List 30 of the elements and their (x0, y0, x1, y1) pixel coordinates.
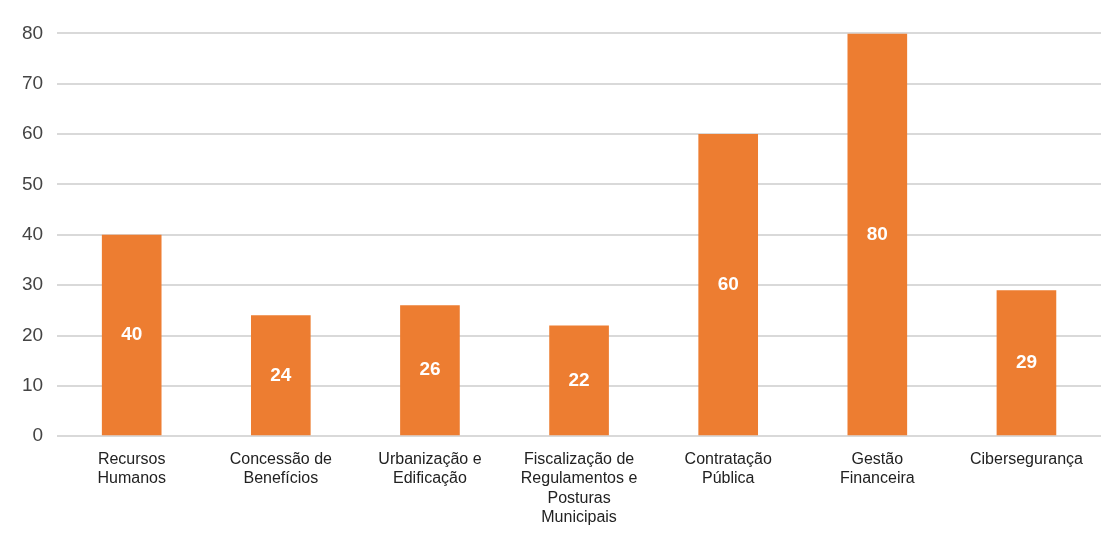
x-tick-label: Fiscalização de Regulamentos e Posturas Municipais (520, 450, 638, 525)
x-tick-label: Cibersegurança (969, 450, 1084, 468)
data-label: 60 (717, 272, 739, 294)
data-label: 80 (866, 222, 888, 244)
y-tick-label: 0 (32, 424, 44, 446)
data-label: 40 (121, 323, 143, 345)
y-tick-label: 80 (21, 21, 44, 43)
x-tick-label: Gestão Financeira (839, 450, 915, 487)
y-tick-label: 70 (21, 71, 44, 93)
bar (251, 315, 311, 436)
x-tick-label: Contratação Pública (684, 450, 772, 487)
data-label: 29 (1015, 350, 1038, 372)
bar (996, 290, 1057, 436)
x-tick-label: Concessão de Benefícios (229, 450, 333, 487)
y-tick-label: 10 (21, 374, 44, 396)
y-tick-label: 60 (21, 122, 44, 144)
data-label: 22 (568, 368, 590, 390)
data-label: 24 (270, 363, 292, 385)
x-tick-label: Recursos Humanos (97, 450, 166, 487)
y-tick-label: 50 (21, 172, 44, 194)
y-tick-label: 40 (21, 223, 44, 245)
data-label: 26 (419, 358, 441, 380)
bar (698, 134, 759, 436)
x-tick-label: Urbanização e Edificação (378, 450, 482, 487)
bar (549, 325, 609, 436)
y-tick-label: 20 (21, 323, 44, 345)
bar (101, 234, 162, 436)
bar (400, 305, 460, 436)
y-tick-label: 30 (21, 273, 44, 295)
bar (847, 33, 908, 436)
